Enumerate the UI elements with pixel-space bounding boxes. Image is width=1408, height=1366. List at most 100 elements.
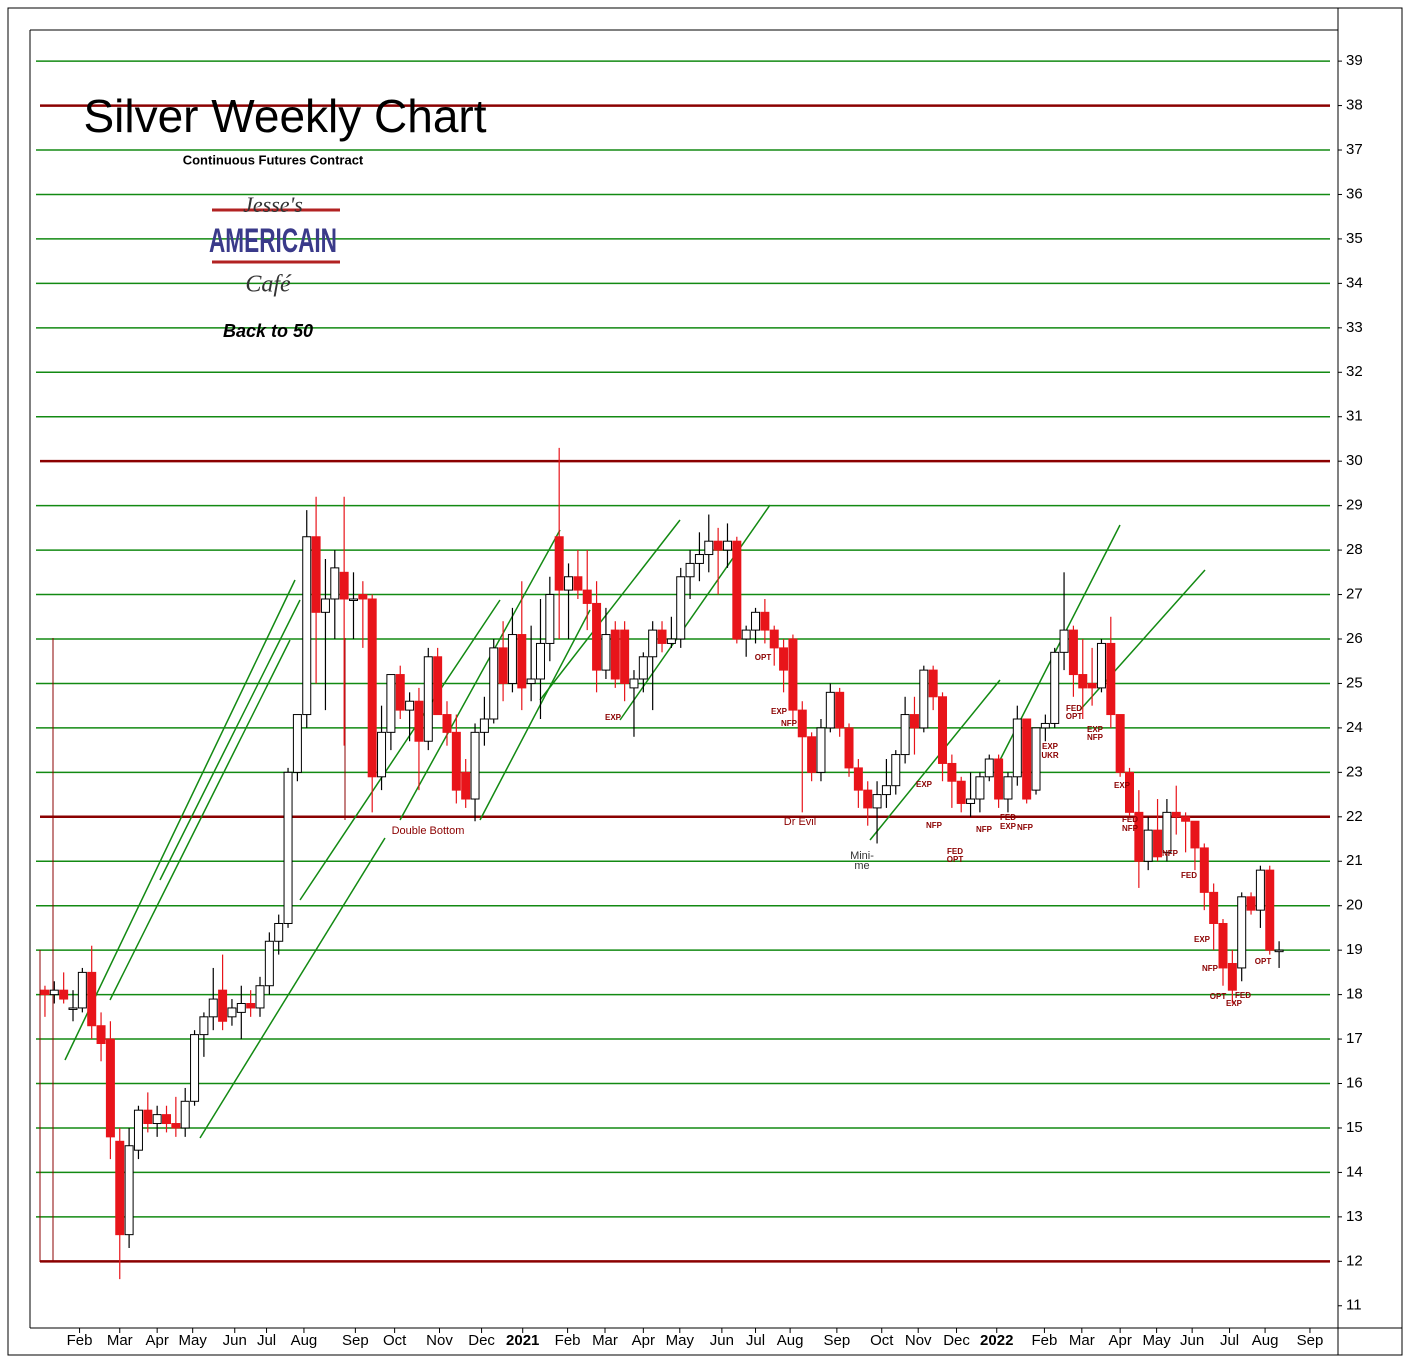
y-tick-label: 24 bbox=[1346, 719, 1363, 736]
candle-body bbox=[1059, 629, 1069, 653]
candle-body bbox=[1134, 811, 1144, 862]
candle-body bbox=[1227, 962, 1237, 991]
candle-body bbox=[713, 540, 723, 551]
event-label: FED bbox=[1235, 991, 1251, 1000]
event-label: OPT bbox=[1066, 712, 1083, 721]
event-label: NFP bbox=[976, 825, 993, 834]
candle-body bbox=[704, 540, 714, 556]
event-label: EXP bbox=[1042, 742, 1059, 751]
candle-body bbox=[554, 536, 564, 591]
candle-body bbox=[180, 1100, 190, 1129]
candle-body bbox=[414, 700, 424, 742]
frame bbox=[7, 7, 1403, 1356]
candle-body bbox=[208, 998, 218, 1018]
candle-body bbox=[1171, 811, 1181, 818]
y-tick-label: 14 bbox=[1346, 1163, 1363, 1180]
x-tick-label: Jun bbox=[223, 1332, 247, 1349]
candle-body bbox=[797, 709, 807, 738]
x-tick-label: Jul bbox=[257, 1332, 276, 1349]
event-label: FED bbox=[1066, 704, 1082, 713]
candle-body bbox=[975, 776, 985, 800]
candle-body bbox=[592, 602, 602, 671]
y-tick-label: 16 bbox=[1346, 1074, 1363, 1091]
y-tick-label: 26 bbox=[1346, 630, 1363, 647]
candle-body bbox=[302, 536, 312, 716]
candle-body bbox=[451, 731, 461, 791]
x-tick-label: 2021 bbox=[506, 1332, 539, 1349]
candle-body bbox=[49, 989, 59, 996]
candle-body bbox=[1209, 891, 1219, 924]
candle-body bbox=[1255, 869, 1265, 911]
candle-body bbox=[788, 638, 798, 711]
candle-body bbox=[507, 634, 517, 684]
candle-body bbox=[87, 971, 97, 1027]
candle-body bbox=[1050, 651, 1060, 724]
event-label: NFP bbox=[926, 821, 943, 830]
x-tick-label: Apr bbox=[632, 1332, 655, 1349]
candle-body bbox=[283, 771, 293, 924]
x-tick-label: Jun bbox=[710, 1332, 734, 1349]
candle-body bbox=[760, 611, 770, 631]
y-tick-label: 15 bbox=[1346, 1119, 1363, 1136]
candle-body bbox=[1040, 722, 1050, 729]
x-tick-label: Dec bbox=[943, 1332, 970, 1349]
x-tick-label: Nov bbox=[905, 1332, 932, 1349]
candle-body bbox=[386, 674, 396, 733]
y-tick-label: 36 bbox=[1346, 185, 1363, 202]
candle-body bbox=[171, 1123, 181, 1129]
candle-body bbox=[348, 598, 358, 601]
candle-body bbox=[629, 678, 639, 689]
candle-body bbox=[190, 1034, 200, 1102]
event-label: EXP bbox=[1000, 822, 1017, 831]
candle-body bbox=[741, 629, 751, 640]
event-label: EXP bbox=[916, 780, 933, 789]
candle-body bbox=[1153, 829, 1163, 858]
candle-body bbox=[246, 1003, 256, 1009]
candle-body bbox=[1106, 642, 1116, 716]
candle-body bbox=[807, 736, 817, 773]
event-label: NFP bbox=[1017, 823, 1034, 832]
candle-body bbox=[442, 714, 452, 733]
event-label: OPT bbox=[1255, 957, 1272, 966]
candle-body bbox=[573, 576, 583, 591]
event-label: UKR bbox=[1041, 751, 1059, 760]
candle-body bbox=[1199, 847, 1209, 893]
x-tick-label: Aug bbox=[291, 1332, 318, 1349]
y-tick-label: 22 bbox=[1346, 808, 1363, 825]
y-tick-label: 35 bbox=[1346, 230, 1363, 247]
candle-body bbox=[479, 718, 489, 733]
annotation: Dr Evil bbox=[784, 816, 816, 828]
x-tick-label: Feb bbox=[555, 1332, 581, 1349]
x-tick-label: Feb bbox=[1031, 1332, 1057, 1349]
y-tick-label: 25 bbox=[1346, 674, 1363, 691]
event-label: NFP bbox=[1122, 824, 1139, 833]
y-tick-label: 19 bbox=[1346, 941, 1363, 958]
x-tick-label: Jun bbox=[1180, 1332, 1204, 1349]
candle-body bbox=[1265, 869, 1275, 951]
candle-body bbox=[751, 611, 761, 631]
candle-body bbox=[236, 1003, 246, 1013]
logo-text: AMERICAIN bbox=[209, 222, 337, 260]
candle-body bbox=[685, 562, 695, 578]
y-tick-label: 31 bbox=[1346, 408, 1363, 425]
event-label: FED bbox=[1181, 871, 1197, 880]
event-label: FED bbox=[1000, 813, 1016, 822]
candle-body bbox=[1237, 896, 1247, 969]
y-tick-label: 27 bbox=[1346, 586, 1363, 603]
event-label: EXP bbox=[1194, 935, 1211, 944]
logo-text: Café bbox=[245, 272, 292, 298]
candle-body bbox=[152, 1114, 162, 1125]
candle-body bbox=[1068, 629, 1078, 676]
candle-body bbox=[526, 678, 536, 684]
candle-body bbox=[994, 758, 1004, 800]
candle-body bbox=[320, 598, 330, 613]
candle-body bbox=[732, 540, 742, 640]
candle-body bbox=[835, 691, 845, 729]
candle-body bbox=[339, 571, 349, 600]
candle-body bbox=[1022, 718, 1032, 800]
candle-body bbox=[423, 656, 433, 742]
candle-body bbox=[395, 674, 405, 711]
candles bbox=[40, 447, 1284, 1280]
candle-body bbox=[367, 598, 377, 778]
candle-body bbox=[928, 669, 938, 698]
